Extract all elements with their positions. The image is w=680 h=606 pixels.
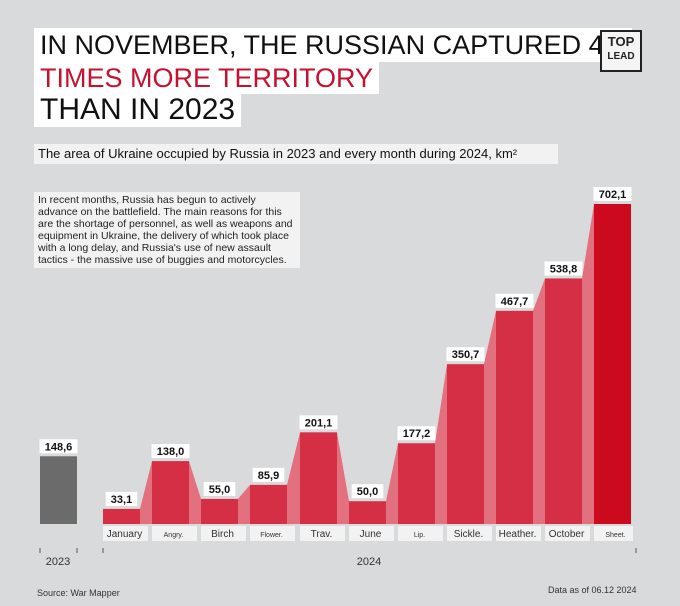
bar-connector <box>386 443 398 524</box>
data-label: 702,1 <box>599 189 627 201</box>
logo-text-lead: LEAD <box>607 51 635 62</box>
tick-label: Sheet. <box>605 532 625 539</box>
tick-label-bg <box>545 526 590 541</box>
toplead-logo: TOP LEAD <box>600 30 642 72</box>
bar-connector <box>533 278 545 524</box>
data-label-bg <box>495 293 534 308</box>
tick-label: Birch <box>211 529 234 540</box>
tick-label: Trav. <box>311 529 333 540</box>
tick-label-bg <box>496 526 541 541</box>
group-label-2024: 2024 <box>357 556 381 568</box>
bar <box>250 484 287 524</box>
source-text: Source: War Mapper <box>37 588 120 598</box>
data-label: 350,7 <box>452 349 480 361</box>
tick-label: Heather. <box>499 529 537 540</box>
data-label: 538,8 <box>550 263 578 275</box>
tick-label-bg <box>103 526 148 541</box>
data-label: 177,2 <box>403 428 431 440</box>
tick-label: October <box>549 529 585 540</box>
tick-label-bg <box>250 526 295 541</box>
tick-label-bg <box>152 526 197 541</box>
tick-label: Angry. <box>164 532 184 539</box>
tick-label: June <box>360 529 382 540</box>
tick-label-bg <box>300 526 345 541</box>
tick-label-bg <box>447 526 492 541</box>
data-date-text: Data as of 06.12 2024 <box>548 585 637 595</box>
title-line-3: THAN IN 2023 <box>34 93 242 127</box>
group-label-2023: 2023 <box>46 556 70 568</box>
bar <box>300 432 337 524</box>
bar-connector <box>484 310 496 524</box>
data-label: 50,0 <box>357 486 378 498</box>
bar-connector <box>435 364 447 524</box>
data-label-bg <box>397 426 436 441</box>
bar <box>152 461 189 524</box>
bar-connector <box>582 204 594 524</box>
data-label-bg <box>593 187 632 201</box>
data-label: 85,9 <box>258 470 279 482</box>
data-label-bg <box>105 491 138 506</box>
tick-label-bg <box>594 526 633 541</box>
tick-label-bg <box>201 526 246 541</box>
tick-label: Flower. <box>260 532 283 539</box>
tick-label: January <box>107 529 143 540</box>
bar <box>103 508 140 524</box>
data-label-bg <box>151 444 190 459</box>
bar <box>40 456 77 524</box>
tick-label: Sickle. <box>454 529 483 540</box>
bar <box>447 364 484 524</box>
annotation-note: In recent months, Russia has begun to ac… <box>34 192 300 268</box>
tick-label-bg <box>349 526 394 541</box>
data-label: 33,1 <box>111 494 132 506</box>
data-label-bg <box>203 481 236 496</box>
bar <box>545 278 582 524</box>
bar-connector <box>287 432 300 524</box>
data-label-bg <box>446 347 485 362</box>
data-label-bg <box>252 467 285 482</box>
bar <box>594 204 631 524</box>
data-label-bg <box>299 415 338 430</box>
bar <box>201 498 238 524</box>
bar <box>349 501 386 524</box>
data-label: 201,1 <box>305 417 333 429</box>
data-label: 148,6 <box>45 441 73 453</box>
data-label-bg <box>351 484 384 499</box>
bar-connector <box>189 461 201 524</box>
chart-subtitle: The area of Ukraine occupied by Russia i… <box>34 144 558 164</box>
data-label: 467,7 <box>501 296 529 308</box>
title-line-2: TIMES MORE TERRITORY <box>34 62 380 94</box>
bar <box>496 310 533 524</box>
tick-label: Lip. <box>414 532 425 539</box>
data-label-bg <box>39 439 78 454</box>
tick-label-bg <box>398 526 443 541</box>
data-label: 55,0 <box>209 484 230 496</box>
data-label-bg <box>544 261 583 276</box>
bar <box>398 443 435 524</box>
data-label: 138,0 <box>157 446 185 458</box>
bar-connector <box>140 461 152 524</box>
bar-connector <box>337 432 349 524</box>
bar-connector <box>238 484 250 524</box>
title-line-1: IN NOVEMBER, THE RUSSIAN CAPTURED 4.7 <box>34 28 633 62</box>
logo-text-top: TOP <box>607 34 635 49</box>
